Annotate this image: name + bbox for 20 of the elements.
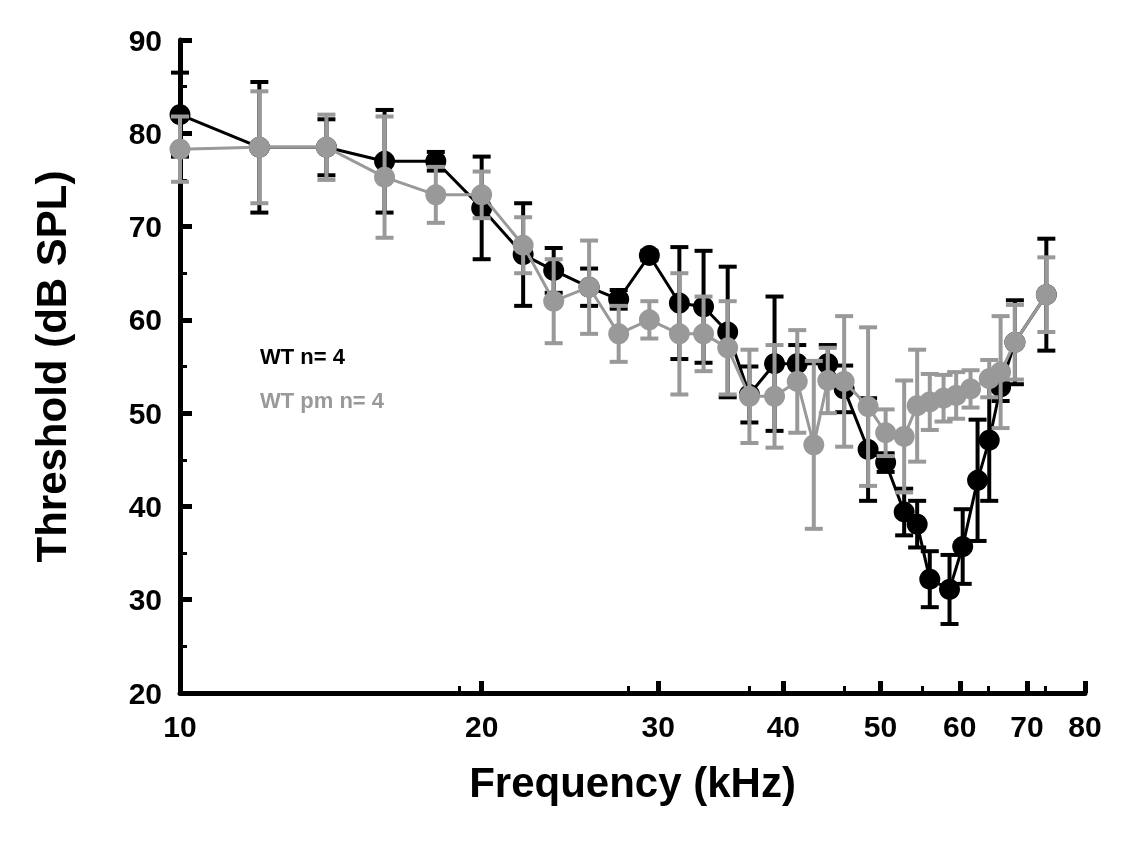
y-tick-label: 50	[128, 396, 162, 430]
x-tick-label: 60	[943, 709, 977, 743]
text: WT pm n= 4	[260, 387, 385, 413]
x-tick-label: 50	[863, 709, 898, 743]
y-tick-label: 40	[128, 489, 162, 523]
y-axis-title: Threshold (dB SPL)	[27, 170, 75, 563]
x-tick-label: 10	[163, 709, 197, 743]
y-tick-label: 90	[128, 23, 162, 57]
x-tick-label: 30	[641, 709, 675, 743]
x-tick-label: 70	[1010, 709, 1044, 743]
y-tick-label: 80	[128, 116, 162, 150]
text: WT n= 4	[260, 343, 346, 369]
x-tick-label: 20	[464, 709, 499, 743]
y-tick-label: 60	[128, 303, 162, 337]
x-axis-title: Frequency (kHz)	[469, 758, 796, 806]
y-tick-label: 20	[128, 676, 162, 710]
x-tick-label: 80	[1068, 709, 1102, 743]
y-tick-label: 70	[128, 210, 162, 244]
y-tick-label: 30	[128, 583, 162, 617]
x-tick-label: 40	[766, 709, 801, 743]
